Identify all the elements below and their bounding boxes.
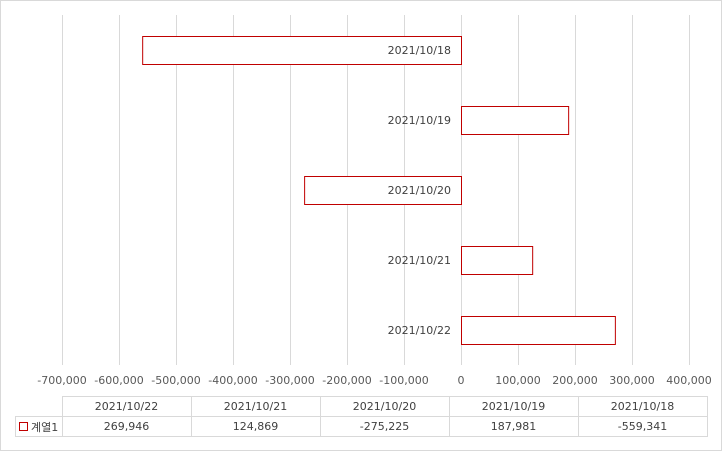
bar [304, 176, 463, 205]
bar [461, 246, 534, 275]
category-label: 2021/10/19 [388, 114, 451, 127]
x-tick-label: -500,000 [151, 374, 200, 387]
data-table-header: 2021/10/19 [448, 396, 579, 417]
data-table-series-row: 계열1 269,946 124,869 -275,225 187,981 -55… [15, 416, 708, 437]
x-tick-label: 100,000 [495, 374, 541, 387]
x-tick-label: -400,000 [208, 374, 257, 387]
data-table-header: 2021/10/21 [190, 396, 321, 417]
x-tick-label: 300,000 [609, 374, 655, 387]
data-table-value: -559,341 [577, 416, 708, 437]
data-table-header-row: 2021/10/22 2021/10/21 2021/10/20 2021/10… [15, 396, 708, 417]
category-label: 2021/10/18 [388, 44, 451, 57]
x-tick-label: -100,000 [379, 374, 428, 387]
data-table-corner [15, 396, 63, 417]
bar [142, 36, 462, 65]
x-tick-label: -600,000 [94, 374, 143, 387]
bar [461, 106, 570, 135]
data-table-series-cell: 계열1 [15, 416, 63, 437]
data-table-header: 2021/10/22 [61, 396, 192, 417]
x-tick-label: 400,000 [666, 374, 712, 387]
x-tick-label: -700,000 [37, 374, 86, 387]
x-tick-label: 0 [458, 374, 465, 387]
bar [461, 316, 616, 345]
data-table-value: 187,981 [448, 416, 579, 437]
data-table-header: 2021/10/20 [319, 396, 450, 417]
data-table: 2021/10/22 2021/10/21 2021/10/20 2021/10… [15, 396, 708, 437]
x-tick-label: -200,000 [322, 374, 371, 387]
x-tick-label: -300,000 [265, 374, 314, 387]
data-table-value: 269,946 [61, 416, 192, 437]
x-tick-label: 200,000 [552, 374, 598, 387]
data-table-value: -275,225 [319, 416, 450, 437]
legend-key-icon [19, 422, 28, 431]
data-table-header: 2021/10/18 [577, 396, 708, 417]
category-label: 2021/10/22 [388, 324, 451, 337]
category-label: 2021/10/21 [388, 254, 451, 267]
category-label: 2021/10/20 [388, 184, 451, 197]
data-table-value: 124,869 [190, 416, 321, 437]
data-table-series-name: 계열1 [31, 420, 59, 434]
